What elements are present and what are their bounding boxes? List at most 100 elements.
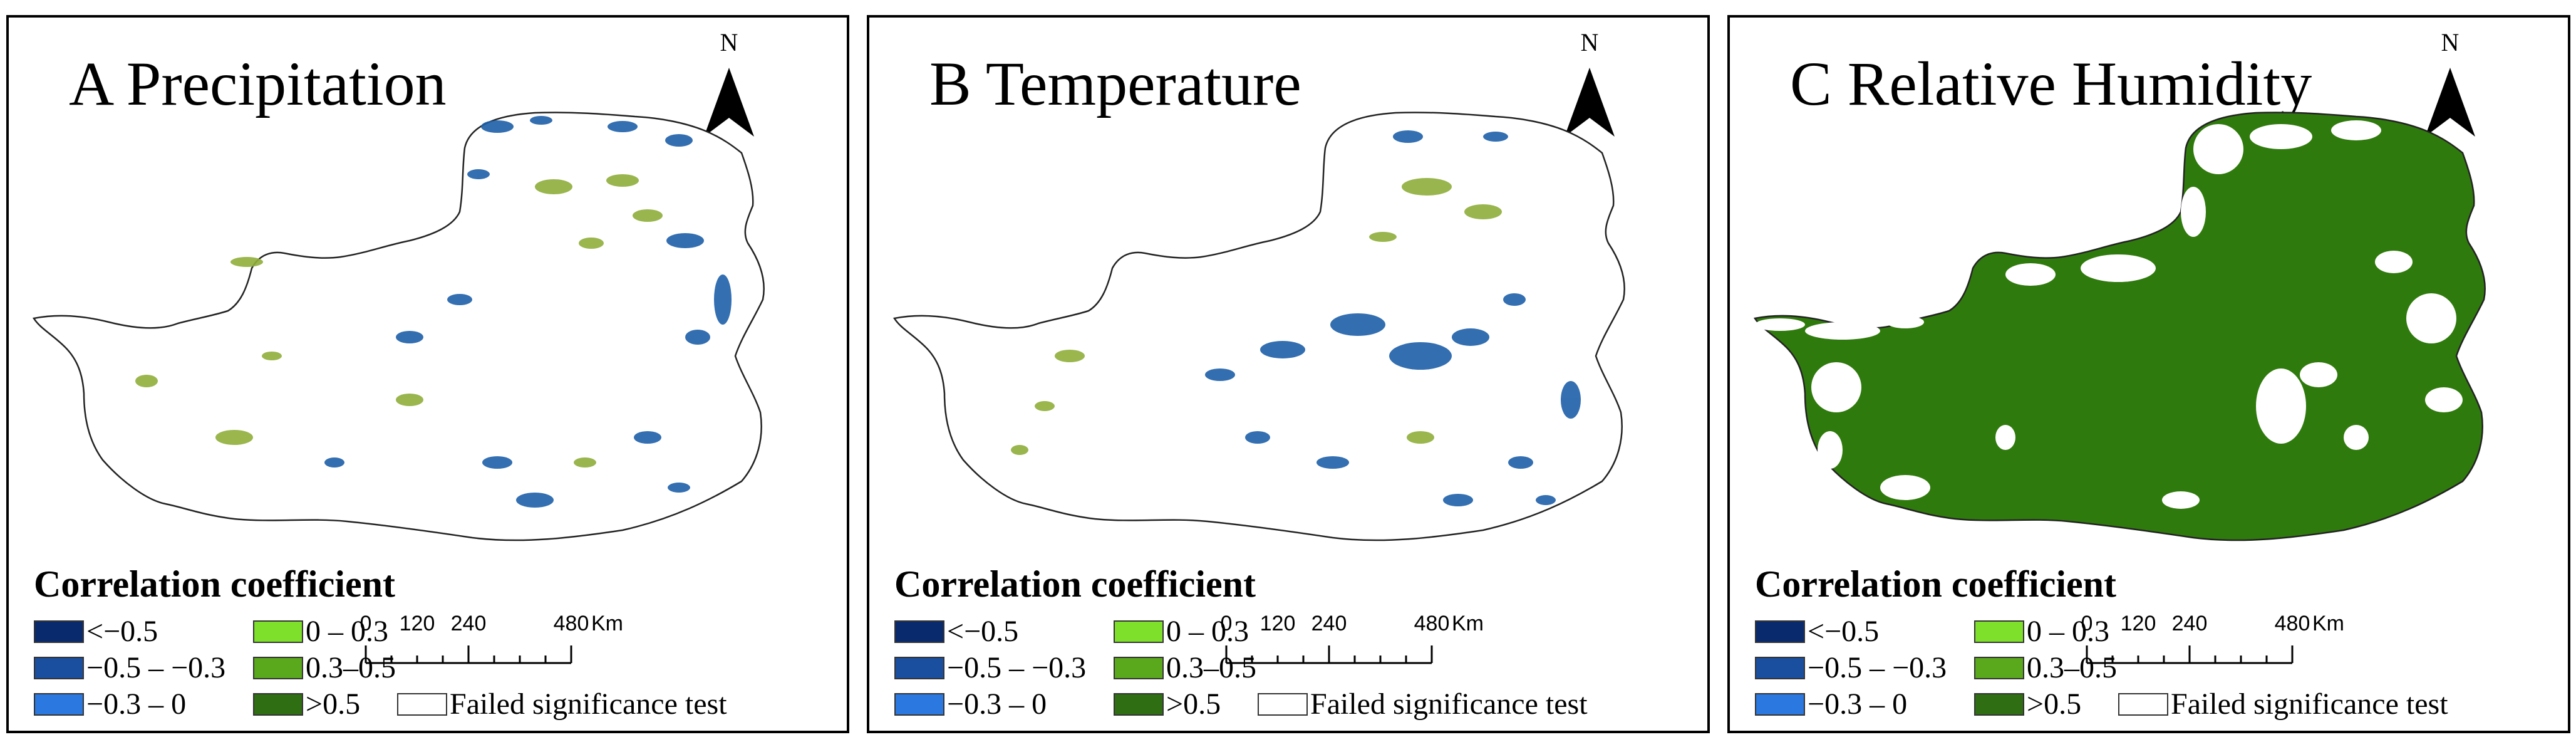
legend-label: −0.3 – 0 [1808,687,1908,721]
legend-swatch [253,693,303,716]
panel-title: B Temperature [929,49,1301,118]
north-arrow-icon [704,68,754,137]
region-boundary [32,112,765,541]
scale-tick-label: 0 [1220,612,1233,635]
legend-swatch [1114,657,1164,679]
scale-tick-label: 480 [553,612,589,635]
scale-line [365,645,572,664]
legend-swatch [1114,620,1164,643]
legend-swatch [1258,693,1308,716]
legend-label: <−0.5 [947,615,1019,648]
legend-label: 0 – 0.3 [2027,615,2109,648]
legend-label: 0 – 0.3 [306,615,388,648]
legend-item-0-03: 0 – 0.3 [253,616,388,647]
legend-swatch [34,657,84,679]
legend-item-neg05-neg03: −0.5 – −0.3 [34,652,225,684]
legend-item-neg03-0: −0.3 – 0 [894,689,1047,720]
north-arrow: N [1558,30,1621,155]
legend-title: Correlation coefficient [1755,563,2117,605]
scale-unit: Km [591,612,623,635]
correlation-patches [135,116,732,508]
north-arrow-icon [2425,68,2475,137]
legend-label: −0.3 – 0 [947,687,1047,721]
legend-item-03-05: 0.3–0.5 [1114,652,1256,684]
scale-line [1225,645,1433,664]
legend-item-gt05: >0.5 [1114,689,1221,720]
scale-line [2086,645,2294,664]
legend-item-failed: Failed significance test [1258,689,1588,720]
legend-item-0-03: 0 – 0.3 [1974,616,2109,647]
legend-item-lt-neg05: <−0.5 [894,616,1018,647]
legend-label: 0 – 0.3 [1166,615,1249,648]
legend-swatch [894,657,944,679]
scale-unit: Km [1452,612,1484,635]
north-label: N [1580,28,1599,56]
legend-label: Failed significance test [1310,687,1588,721]
north-label: N [720,28,738,56]
legend-swatch [397,693,447,716]
legend-swatch [34,693,84,716]
scale-tick-label: 120 [1260,612,1296,635]
legend-label: >0.5 [306,687,361,721]
panel-title: C Relative Humidity [1790,49,2312,118]
legend-item-03-05: 0.3–0.5 [1974,652,2117,684]
legend-label: Failed significance test [2171,687,2448,721]
legend-label: Failed significance test [450,687,727,721]
legend-item-lt-neg05: <−0.5 [1755,616,1879,647]
legend-swatch [253,620,303,643]
north-arrow: N [698,30,760,155]
scale-tick-label: 240 [2171,612,2208,635]
legend-label: 0.3–0.5 [1166,651,1256,684]
legend-swatch [1974,620,2024,643]
region-boundary [892,112,1625,541]
region-map [32,112,765,541]
scale-bar: 0 120 240 480 Km [2081,612,2344,682]
legend-item-neg05-neg03: −0.5 – −0.3 [894,652,1086,684]
legend-label: <−0.5 [1808,615,1880,648]
map-panel-relative-humidity: C Relative Humidity N [1727,15,2570,733]
scale-tick-label: 120 [2120,612,2156,635]
panel-title: A Precipitation [69,49,447,118]
north-label: N [2441,28,2460,56]
legend-swatch [1114,693,1164,716]
non-significant-gaps [1755,120,2463,509]
legend-swatch [894,693,944,716]
scale-bar: 0 120 240 480 Km [360,612,623,682]
legend-label: 0.3–0.5 [306,651,396,684]
scale-unit: Km [2312,612,2344,635]
scale-bar: 0 120 240 480 Km [1220,612,1484,682]
legend-swatch [1755,657,1805,679]
legend-swatch [253,657,303,679]
legend-item-gt05: >0.5 [1974,689,2081,720]
legend-swatch [1755,620,1805,643]
legend-title: Correlation coefficient [894,563,1256,605]
scale-tick-label: 240 [450,612,487,635]
legend-item-0-03: 0 – 0.3 [1114,616,1249,647]
legend-item-failed: Failed significance test [2118,689,2448,720]
scale-tick-label: 0 [2081,612,2093,635]
north-arrow: N [2419,30,2481,155]
map-panel-temperature: B Temperature N [867,15,1710,733]
legend-swatch [34,620,84,643]
legend-item-neg05-neg03: −0.5 – −0.3 [1755,652,1947,684]
map-panel-precipitation: A Precipitation N [6,15,849,733]
legend-item-neg03-0: −0.3 – 0 [34,689,186,720]
legend-swatch [2118,693,2168,716]
scale-tick-label: 480 [1414,612,1450,635]
legend-label: −0.5 – −0.3 [86,651,226,684]
legend-label: 0.3–0.5 [2027,651,2117,684]
legend-item-lt-neg05: <−0.5 [34,616,158,647]
legend-item-03-05: 0.3–0.5 [253,652,396,684]
legend-item-failed: Failed significance test [397,689,727,720]
region-map [892,112,1625,541]
legend-swatch [1974,693,2024,716]
scale-tick-label: 240 [1311,612,1347,635]
legend-label: <−0.5 [86,615,158,648]
legend-label: −0.5 – −0.3 [947,651,1087,684]
legend-swatch [1755,693,1805,716]
region-boundary [1753,112,2486,541]
scale-tick-label: 120 [399,612,435,635]
region-map [1753,112,2486,541]
legend-item-gt05: >0.5 [253,689,360,720]
legend-title: Correlation coefficient [34,563,396,605]
